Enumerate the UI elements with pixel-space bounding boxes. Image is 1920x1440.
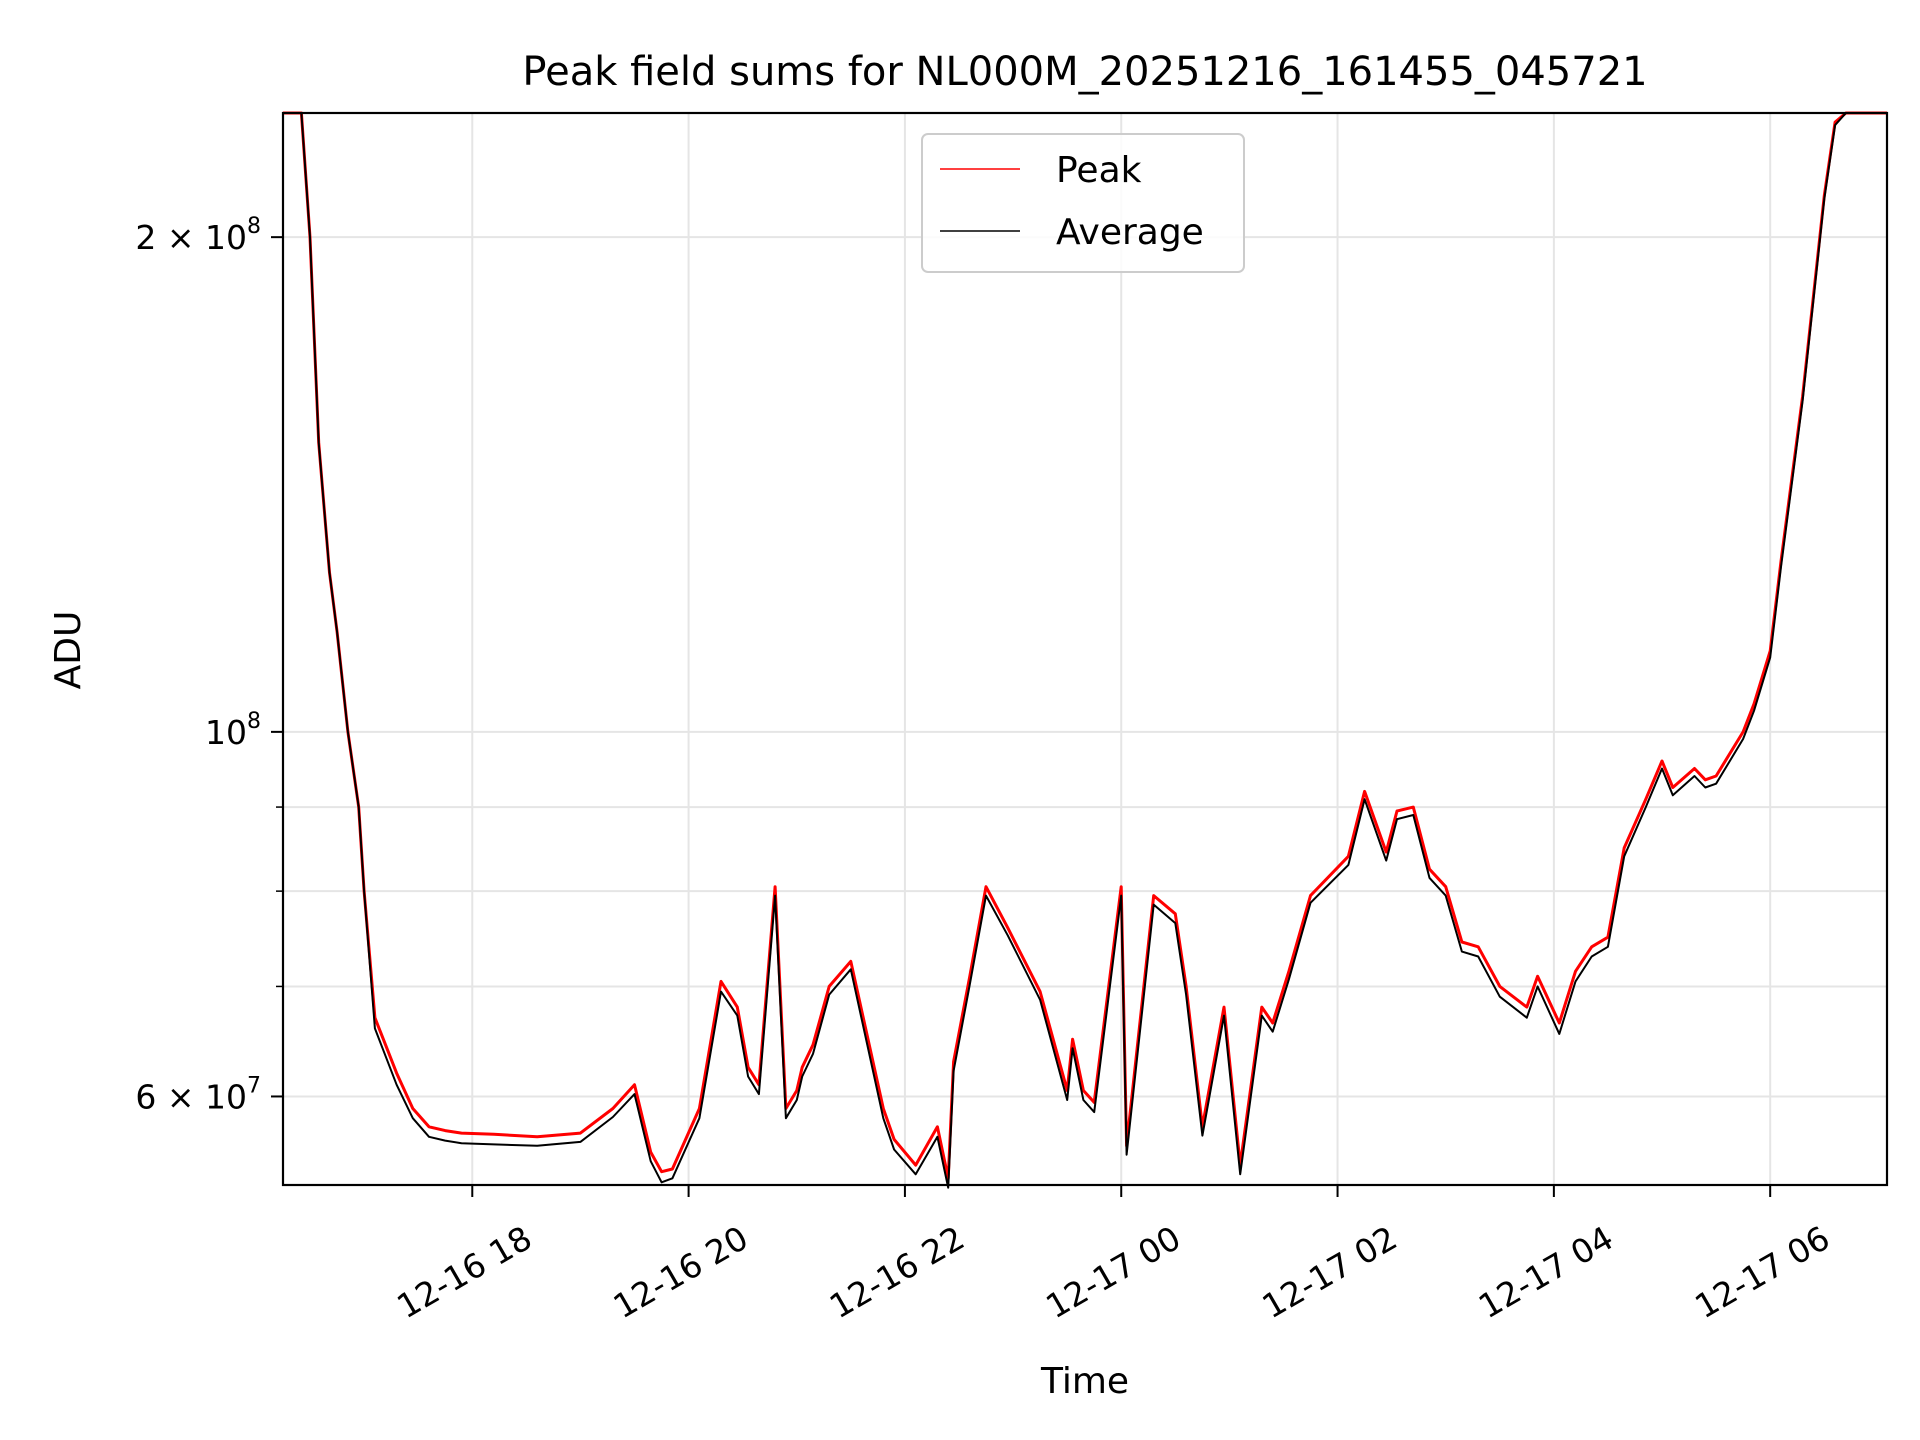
y-tick-label-1: 108 <box>205 709 261 752</box>
series-line-average <box>283 112 1887 1189</box>
chart-title: Peak field sums for NL000M_20251216_1614… <box>522 49 1647 95</box>
series-line-peak <box>283 111 1887 1180</box>
legend-average-label: Average <box>1056 212 1204 253</box>
y-tick-label-0: 6 × 107 <box>135 1073 261 1116</box>
legend-peak-label: Peak <box>1056 150 1142 191</box>
plot-frame <box>281 111 1889 1187</box>
legend: Peak Average <box>921 133 1245 273</box>
x-axis-label: Time <box>1040 1361 1129 1402</box>
y-tick-label-2: 2 × 108 <box>135 214 261 257</box>
y-axis-label: ADU <box>48 611 89 690</box>
series-layer <box>283 111 1887 1189</box>
